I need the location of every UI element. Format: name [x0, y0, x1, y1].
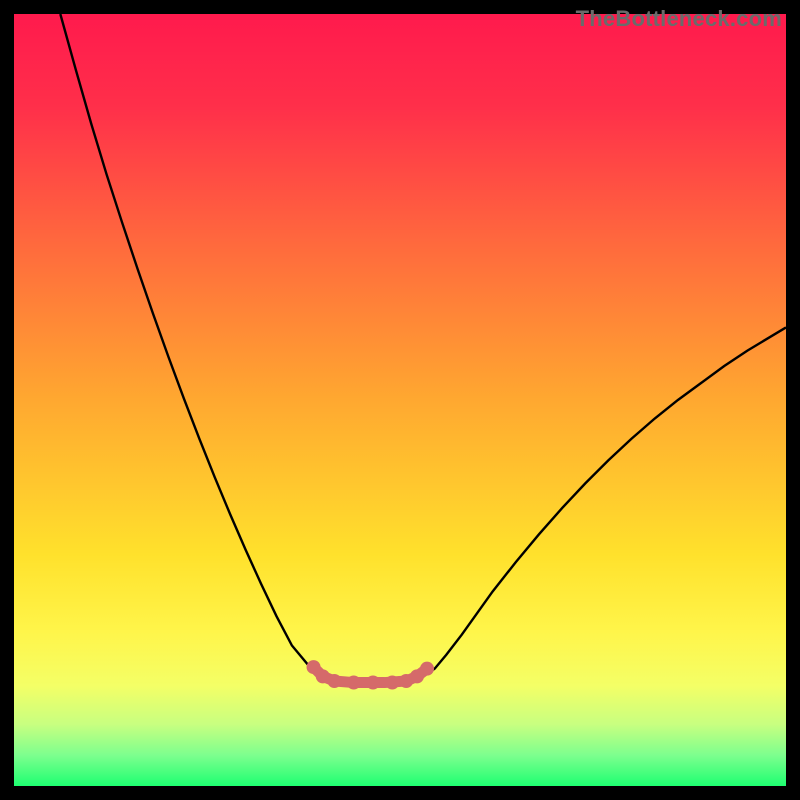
chart-background [14, 14, 786, 786]
optimal-range-marker [327, 674, 341, 688]
optimal-range-marker [366, 676, 380, 690]
watermark-text: TheBottleneck.com [576, 6, 782, 32]
chart-canvas: TheBottleneck.com [0, 0, 800, 800]
bottleneck-chart [0, 0, 800, 800]
optimal-range-marker [385, 676, 399, 690]
optimal-range-marker [347, 676, 361, 690]
optimal-range-marker [420, 662, 434, 676]
